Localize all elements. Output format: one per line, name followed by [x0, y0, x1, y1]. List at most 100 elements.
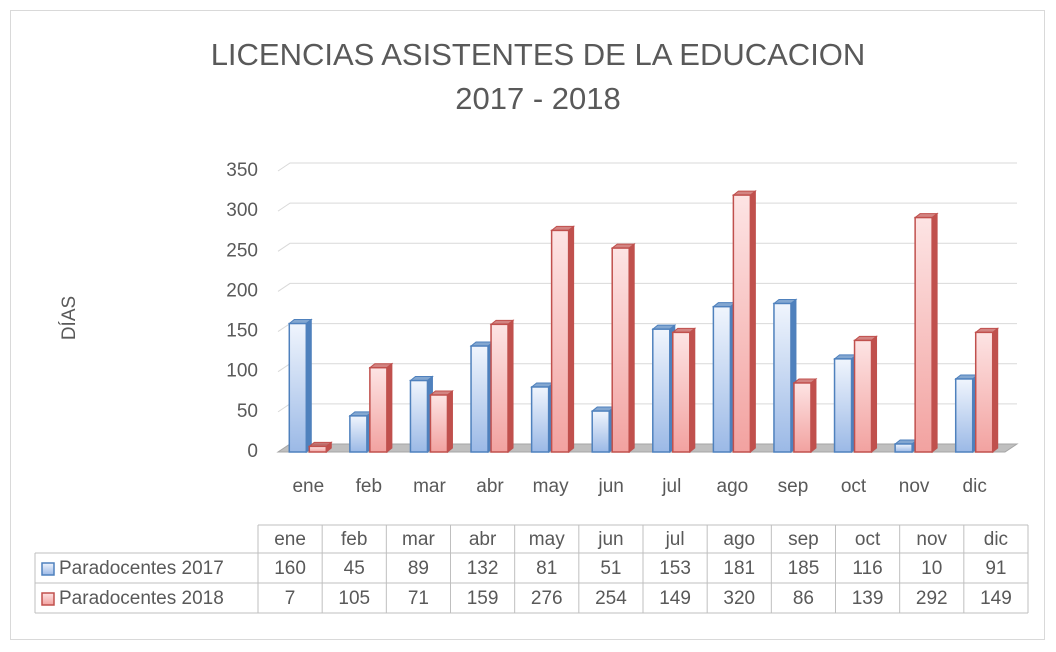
- bar: [913, 212, 939, 454]
- table-value: 181: [723, 558, 755, 579]
- table-header: nov: [916, 529, 947, 550]
- bar-front: [470, 345, 489, 453]
- bar-front: [288, 322, 308, 453]
- y-tick-label: 200: [226, 280, 258, 301]
- table-value: 7: [285, 588, 296, 609]
- x-tick-label: feb: [356, 476, 382, 497]
- bar: [530, 381, 556, 454]
- bar: [590, 406, 616, 454]
- table-value: 105: [338, 588, 370, 609]
- bar: [348, 410, 374, 454]
- bar: [651, 324, 677, 454]
- table-value: 149: [659, 588, 691, 609]
- y-tick-label: 250: [226, 240, 258, 261]
- table-value: 292: [916, 588, 948, 609]
- bar: [893, 438, 919, 454]
- bar: [409, 375, 434, 454]
- y-tick-label: 150: [226, 321, 258, 342]
- x-tick-label: mar: [413, 476, 446, 497]
- x-tick-label: ene: [292, 476, 324, 497]
- bar: [550, 225, 576, 454]
- bar-front: [833, 358, 853, 453]
- bar-front: [530, 386, 550, 453]
- table-header: dic: [984, 529, 1008, 550]
- bar-front: [369, 366, 388, 453]
- x-tick-label: may: [533, 476, 569, 497]
- bar-front: [611, 247, 630, 453]
- table-value: 139: [852, 588, 884, 609]
- table-header: ene: [274, 529, 306, 550]
- bar-front: [853, 339, 873, 453]
- bar-front: [773, 302, 792, 453]
- bar-front: [954, 378, 974, 453]
- bar-front: [409, 379, 429, 453]
- bar: [711, 301, 737, 454]
- floor: [276, 443, 1019, 453]
- table-value: 45: [344, 558, 365, 579]
- bar: [974, 327, 1000, 454]
- bar-front: [652, 328, 671, 453]
- y-axis-label: DÍAS: [59, 296, 80, 340]
- bar-front: [894, 443, 913, 453]
- table-value: 160: [274, 558, 306, 579]
- x-tick-label: jul: [661, 476, 681, 497]
- bar: [489, 319, 515, 454]
- table-value: 254: [595, 588, 627, 609]
- table-value: 86: [793, 588, 814, 609]
- table-value: 159: [467, 588, 499, 609]
- legend-key: [41, 592, 55, 606]
- table-header: sep: [788, 529, 819, 550]
- table-header: feb: [341, 529, 367, 550]
- grid-line: [277, 282, 1017, 292]
- chart-title: 2017 - 2018: [455, 81, 620, 116]
- bar: [792, 377, 818, 454]
- table-header: oct: [855, 529, 881, 550]
- bar: [671, 327, 697, 454]
- x-tick-label: dic: [963, 476, 987, 497]
- table-value: 153: [659, 558, 691, 579]
- table-value: 71: [408, 588, 429, 609]
- bar-front: [712, 305, 732, 453]
- bar-front: [793, 382, 812, 453]
- table-value: 276: [531, 588, 563, 609]
- table-header: may: [529, 529, 565, 550]
- x-tick-label: ago: [717, 476, 749, 497]
- table-value: 132: [467, 558, 499, 579]
- bar: [469, 340, 495, 454]
- x-tick-label: abr: [476, 476, 504, 497]
- bar-front: [672, 331, 691, 453]
- bar-front: [308, 445, 328, 453]
- bar-front: [490, 323, 509, 453]
- table-header: mar: [402, 529, 435, 550]
- bar-front: [974, 331, 994, 453]
- x-tick-label: nov: [899, 476, 930, 497]
- bar-front: [349, 415, 368, 453]
- bar: [772, 298, 798, 454]
- y-tick-label: 350: [226, 160, 258, 181]
- table-value: 91: [985, 558, 1006, 579]
- table-header: ago: [723, 529, 755, 550]
- table-value: 51: [600, 558, 621, 579]
- x-tick-label: jun: [598, 476, 624, 497]
- chart-title: LICENCIAS ASISTENTES DE LA EDUCACION: [211, 37, 866, 72]
- bar: [731, 190, 757, 454]
- y-tick-label: 100: [226, 361, 258, 382]
- table-value: 10: [921, 558, 942, 579]
- legend-label: Paradocentes 2017: [59, 558, 224, 579]
- table-value: 320: [723, 588, 755, 609]
- bar: [429, 389, 454, 454]
- table-value: 81: [536, 558, 557, 579]
- bar: [853, 335, 878, 454]
- table-value: 149: [980, 588, 1012, 609]
- x-tick-label: sep: [778, 476, 809, 497]
- bar: [610, 243, 636, 454]
- table-value: 116: [852, 558, 882, 579]
- bar: [954, 373, 980, 454]
- table-header: jun: [597, 529, 623, 550]
- y-tick-label: 0: [247, 441, 258, 462]
- table-value: 185: [788, 558, 820, 579]
- bar-front: [732, 194, 752, 453]
- bar-front: [429, 394, 449, 453]
- legend-label: Paradocentes 2018: [59, 588, 224, 609]
